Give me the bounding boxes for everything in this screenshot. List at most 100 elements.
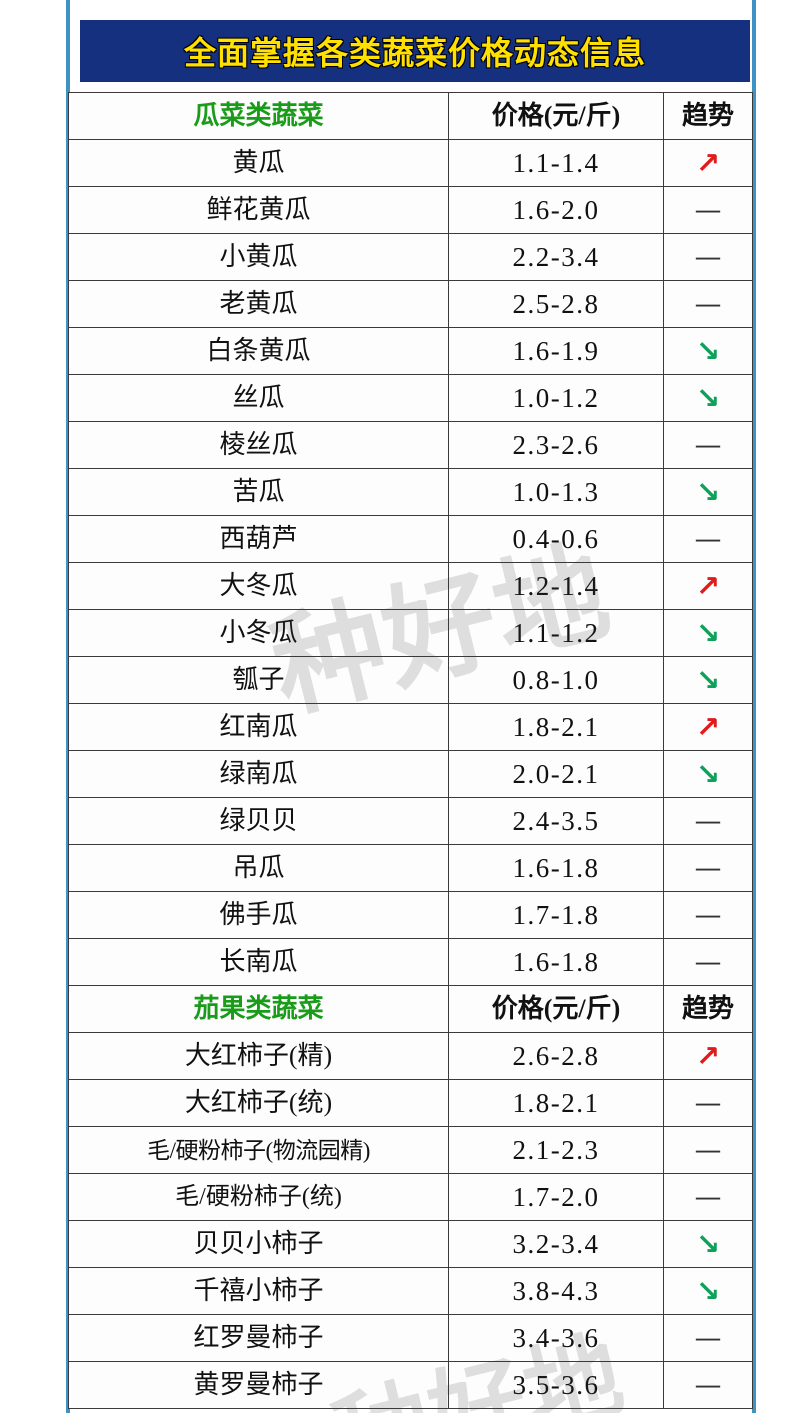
table-row: 白条黄瓜 1.6-1.9 ↘: [68, 327, 753, 375]
price-cell: 2.3-2.6: [448, 421, 664, 469]
vegetable-name: 绿南瓜: [68, 750, 449, 798]
price-cell: 1.2-1.4: [448, 562, 664, 610]
vegetable-name: 小冬瓜: [68, 609, 449, 657]
table-row: 红南瓜 1.8-2.1 ↗: [68, 703, 753, 751]
right-accent-rail: [752, 0, 756, 1413]
price-cell: 1.6-1.9: [448, 327, 664, 375]
trend-cell: ↗: [663, 139, 753, 187]
table-row: 佛手瓜 1.7-1.8 —: [68, 891, 753, 939]
price-cell: 1.7-1.8: [448, 891, 664, 939]
trend-up-icon: ↗: [695, 709, 721, 744]
trend-flat-icon: —: [694, 429, 722, 461]
trend-cell: ↘: [663, 656, 753, 704]
trend-cell: ↗: [663, 1032, 753, 1080]
table-row: 西葫芦 0.4-0.6 —: [68, 515, 753, 563]
price-cell: 3.2-3.4: [448, 1220, 664, 1268]
section-header-row: 茄果类蔬菜 价格(元/斤) 趋势: [68, 985, 753, 1033]
trend-cell: ↘: [663, 1267, 753, 1315]
table-row: 苦瓜 1.0-1.3 ↘: [68, 468, 753, 516]
table-row: 绿贝贝 2.4-3.5 —: [68, 797, 753, 845]
vegetable-name: 丝瓜: [68, 374, 449, 422]
trend-cell: —: [663, 891, 753, 939]
trend-down-icon: ↘: [695, 756, 721, 791]
trend-up-icon: ↗: [695, 568, 721, 603]
vegetable-name: 棱丝瓜: [68, 421, 449, 469]
price-cell: 1.0-1.3: [448, 468, 664, 516]
vegetable-name: 小黄瓜: [68, 233, 449, 281]
trend-cell: —: [663, 186, 753, 234]
vegetable-name: 贝贝小柿子: [68, 1220, 449, 1268]
trend-up-icon: ↗: [695, 1038, 721, 1073]
vegetable-name: 佛手瓜: [68, 891, 449, 939]
table-row: 贝贝小柿子 3.2-3.4 ↘: [68, 1220, 753, 1268]
table-row: 毛/硬粉柿子(统) 1.7-2.0 —: [68, 1173, 753, 1221]
section-price-header: 价格(元/斤): [448, 92, 664, 140]
trend-flat-icon: —: [694, 805, 722, 837]
price-cell: 1.8-2.1: [448, 703, 664, 751]
price-cell: 2.2-3.4: [448, 233, 664, 281]
trend-cell: —: [663, 1079, 753, 1127]
price-cell: 3.8-4.3: [448, 1267, 664, 1315]
price-cell: 1.1-1.2: [448, 609, 664, 657]
table-row: 大冬瓜 1.2-1.4 ↗: [68, 562, 753, 610]
trend-flat-icon: —: [694, 1181, 722, 1213]
section-price-header: 价格(元/斤): [448, 985, 664, 1033]
vegetable-name: 红罗曼柿子: [68, 1314, 449, 1362]
vegetable-name: 苦瓜: [68, 468, 449, 516]
trend-cell: —: [663, 797, 753, 845]
price-cell: 1.6-1.8: [448, 938, 664, 986]
vegetable-name: 大冬瓜: [68, 562, 449, 610]
price-cell: 1.8-2.1: [448, 1079, 664, 1127]
price-cell: 2.1-2.3: [448, 1126, 664, 1174]
table-row: 黄罗曼柿子 3.5-3.6 —: [68, 1361, 753, 1409]
trend-flat-icon: —: [694, 241, 722, 273]
trend-cell: ↘: [663, 374, 753, 422]
price-cell: 1.1-1.4: [448, 139, 664, 187]
page-title: 全面掌握各类蔬菜价格动态信息: [183, 35, 646, 71]
vegetable-name: 毛/硬粉柿子(物流园精): [68, 1126, 449, 1174]
vegetable-name: 黄罗曼柿子: [68, 1361, 449, 1409]
vegetable-name: 绿贝贝: [68, 797, 449, 845]
section-trend-header: 趋势: [663, 985, 753, 1033]
trend-down-icon: ↘: [695, 1273, 721, 1308]
table-row: 吊瓜 1.6-1.8 —: [68, 844, 753, 892]
vegetable-name: 千禧小柿子: [68, 1267, 449, 1315]
trend-cell: —: [663, 515, 753, 563]
table-row: 毛/硬粉柿子(物流园精) 2.1-2.3 —: [68, 1126, 753, 1174]
price-cell: 1.7-2.0: [448, 1173, 664, 1221]
vegetable-name: 黄瓜: [68, 139, 449, 187]
section-trend-header: 趋势: [663, 92, 753, 140]
vegetable-name: 瓠子: [68, 656, 449, 704]
trend-flat-icon: —: [694, 194, 722, 226]
price-cell: 1.0-1.2: [448, 374, 664, 422]
vegetable-name: 西葫芦: [68, 515, 449, 563]
trend-cell: ↗: [663, 703, 753, 751]
section-name: 瓜菜类蔬菜: [68, 92, 449, 140]
table-row: 千禧小柿子 3.8-4.3 ↘: [68, 1267, 753, 1315]
table-row: 绿南瓜 2.0-2.1 ↘: [68, 750, 753, 798]
table-row: 丝瓜 1.0-1.2 ↘: [68, 374, 753, 422]
table-row: 小黄瓜 2.2-3.4 —: [68, 233, 753, 281]
vegetable-name: 长南瓜: [68, 938, 449, 986]
trend-cell: —: [663, 1314, 753, 1362]
trend-cell: —: [663, 1361, 753, 1409]
trend-down-icon: ↘: [695, 474, 721, 509]
trend-down-icon: ↘: [695, 1226, 721, 1261]
vegetable-name: 毛/硬粉柿子(统): [68, 1173, 449, 1221]
vegetable-price-table: 瓜菜类蔬菜 价格(元/斤) 趋势 黄瓜 1.1-1.4 ↗ 鲜花黄瓜 1.6-2.0— 小黄瓜 2…: [68, 92, 753, 1409]
vegetable-name: 老黄瓜: [68, 280, 449, 328]
price-cell: 2.5-2.8: [448, 280, 664, 328]
table-row: 黄瓜 1.1-1.4 ↗: [68, 139, 753, 187]
trend-flat-icon: —: [694, 1369, 722, 1401]
vegetable-name: 鲜花黄瓜: [68, 186, 449, 234]
trend-cell: —: [663, 233, 753, 281]
table-row: 大红柿子(精) 2.6-2.8 ↗: [68, 1032, 753, 1080]
trend-flat-icon: —: [694, 1134, 722, 1166]
trend-cell: —: [663, 844, 753, 892]
trend-cell: —: [663, 1173, 753, 1221]
trend-cell: ↘: [663, 609, 753, 657]
price-cell: 2.4-3.5: [448, 797, 664, 845]
trend-cell: ↘: [663, 750, 753, 798]
table-row: 瓠子 0.8-1.0 ↘: [68, 656, 753, 704]
vegetable-name: 大红柿子(精): [68, 1032, 449, 1080]
